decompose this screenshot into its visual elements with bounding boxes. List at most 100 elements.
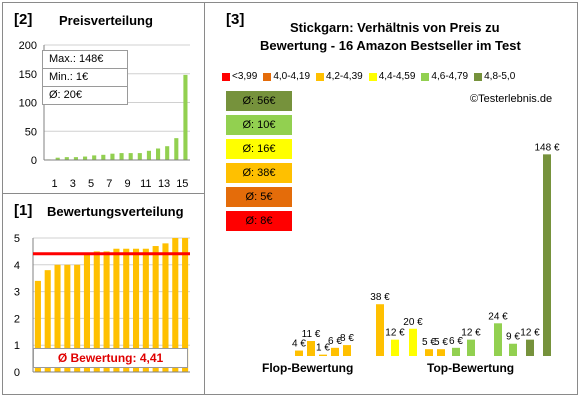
legend-label: <3,99 [232, 71, 258, 82]
rating-y-tick-label: 0 [14, 367, 20, 379]
rating-bar [74, 264, 81, 372]
price-rating-bar [467, 339, 475, 356]
price-max-stat: Max.: 148€ [42, 50, 128, 69]
price-rating-bar [452, 347, 460, 356]
price-x-tick-label: 5 [88, 178, 94, 190]
price-rating-value-label: 11 € [302, 329, 321, 340]
rating-legend: <3,99 4,0-4,19 4,2-4,39 4,4-4,59 4,6-4,79 4,8… [222, 71, 515, 82]
price-x-tick-label: 11 [140, 178, 151, 190]
price-rating-value-label: 20 € [403, 317, 423, 328]
rating-bar [44, 270, 51, 372]
rating-bar [182, 238, 189, 372]
price-rating-value-label: 5 € [434, 337, 448, 348]
price-bar [83, 156, 88, 160]
price-bar [146, 150, 151, 160]
rating-bar [34, 280, 41, 372]
category-average-box: Ø: 38€ [226, 163, 292, 183]
price-rating-bar [295, 350, 303, 356]
legend-swatch [316, 72, 325, 81]
price-bar [183, 74, 188, 160]
dashboard-frame [2, 2, 578, 395]
legend-label: 4,6-4,79 [431, 71, 469, 82]
price-y-tick-label: 100 [19, 98, 37, 110]
panel2-tag: [2] [14, 11, 33, 28]
price-rating-value-label: 12 € [385, 328, 405, 339]
category-average-box: Ø: 56€ [226, 91, 292, 111]
panel1-tag: [1] [14, 202, 33, 219]
price-rating-bar [319, 354, 327, 356]
price-bar [165, 146, 170, 160]
rating-distribution-chart: 0 1 2 3 4 5 [14, 233, 190, 379]
legend-swatch [222, 72, 230, 81]
price-rating-value-label: 12 € [520, 328, 540, 339]
price-rating-value-label: 9 € [506, 332, 520, 343]
rating-bar [162, 243, 169, 372]
price-y-tick-label: 0 [31, 155, 37, 167]
price-x-tick-label: 15 [176, 178, 188, 190]
price-rating-value-label: 6 € [449, 336, 463, 347]
price-rating-value-label: 4 € [292, 339, 306, 350]
legend-item: 4,0-4,19 [263, 71, 310, 82]
price-y-tick-label: 150 [19, 69, 37, 81]
legend-swatch [368, 72, 377, 81]
price-min-stat: Min.: 1€ [42, 68, 128, 87]
legend-swatch [474, 72, 483, 81]
price-rating-bar [425, 349, 433, 356]
rating-y-tick-label: 4 [14, 260, 20, 272]
price-bar [64, 157, 69, 160]
price-vs-rating-chart: 4 €11 €1 €6 €8 €38 €12 €20 €5 €5 €6 €12 … [292, 142, 560, 356]
legend-label: 4,0-4,19 [273, 71, 311, 82]
price-bar [156, 148, 161, 160]
legend-label: 4,4-4,59 [378, 71, 416, 82]
legend-item: 4,8-5,0 [474, 71, 515, 82]
price-rating-bar [331, 347, 339, 356]
panel3-title-line1: Stickgarn: Verhältnis von Preis zu [290, 20, 500, 35]
price-rating-value-label: 6 € [328, 336, 342, 347]
legend-item: <3,99 [222, 71, 257, 82]
price-x-tick-label: 13 [158, 178, 170, 190]
price-bar [92, 155, 97, 160]
price-rating-value-label: 1 € [316, 343, 330, 354]
price-rating-value-label: 24 € [488, 311, 508, 322]
legend-item: 4,4-4,59 [368, 71, 416, 82]
legend-swatch [263, 72, 272, 81]
price-bar [110, 153, 115, 160]
price-bar [137, 153, 142, 160]
rating-bar [103, 251, 110, 372]
top-rating-label: Top-Bewertung [427, 361, 515, 375]
rating-bar [54, 264, 61, 372]
rating-bar [132, 248, 140, 372]
category-average-box: Ø: 16€ [226, 139, 292, 159]
price-bar [101, 154, 106, 160]
price-rating-bar [494, 323, 502, 356]
panel-divider-horizontal [2, 193, 204, 194]
legend-label: 4,8-5,0 [484, 71, 516, 82]
rating-y-tick-label: 5 [14, 233, 20, 245]
price-rating-bar [543, 154, 551, 356]
price-bar [128, 153, 133, 160]
price-bar [55, 157, 60, 160]
copyright-notice: ©Testerlebnis.de [470, 93, 553, 105]
price-rating-bar [409, 328, 417, 356]
price-y-tick-label: 50 [25, 126, 37, 138]
category-average-box: Ø: 10€ [226, 115, 292, 135]
price-rating-bar [376, 304, 384, 356]
price-rating-bar [437, 349, 445, 356]
rating-bar [123, 248, 130, 372]
price-rating-value-label: 8 € [340, 333, 354, 344]
price-rating-bar [509, 343, 517, 356]
legend-item: 4,2-4,39 [316, 71, 363, 82]
legend-item: 4,6-4,79 [421, 71, 468, 82]
price-rating-value-label: 148 € [534, 142, 559, 153]
price-x-tick-label: 3 [70, 178, 76, 190]
rating-average-caption: Ø Bewertung: 4,41 [33, 348, 188, 368]
category-average-box: Ø: 8€ [226, 211, 292, 231]
price-x-tick-label: 1 [52, 178, 58, 190]
rating-bar [83, 254, 91, 372]
flop-rating-label: Flop-Bewertung [262, 361, 354, 375]
price-bar [73, 157, 78, 160]
legend-label: 4,2-4,39 [326, 71, 363, 82]
rating-bar [93, 251, 100, 372]
rating-y-tick-label: 1 [14, 340, 20, 352]
rating-bar [172, 238, 179, 372]
